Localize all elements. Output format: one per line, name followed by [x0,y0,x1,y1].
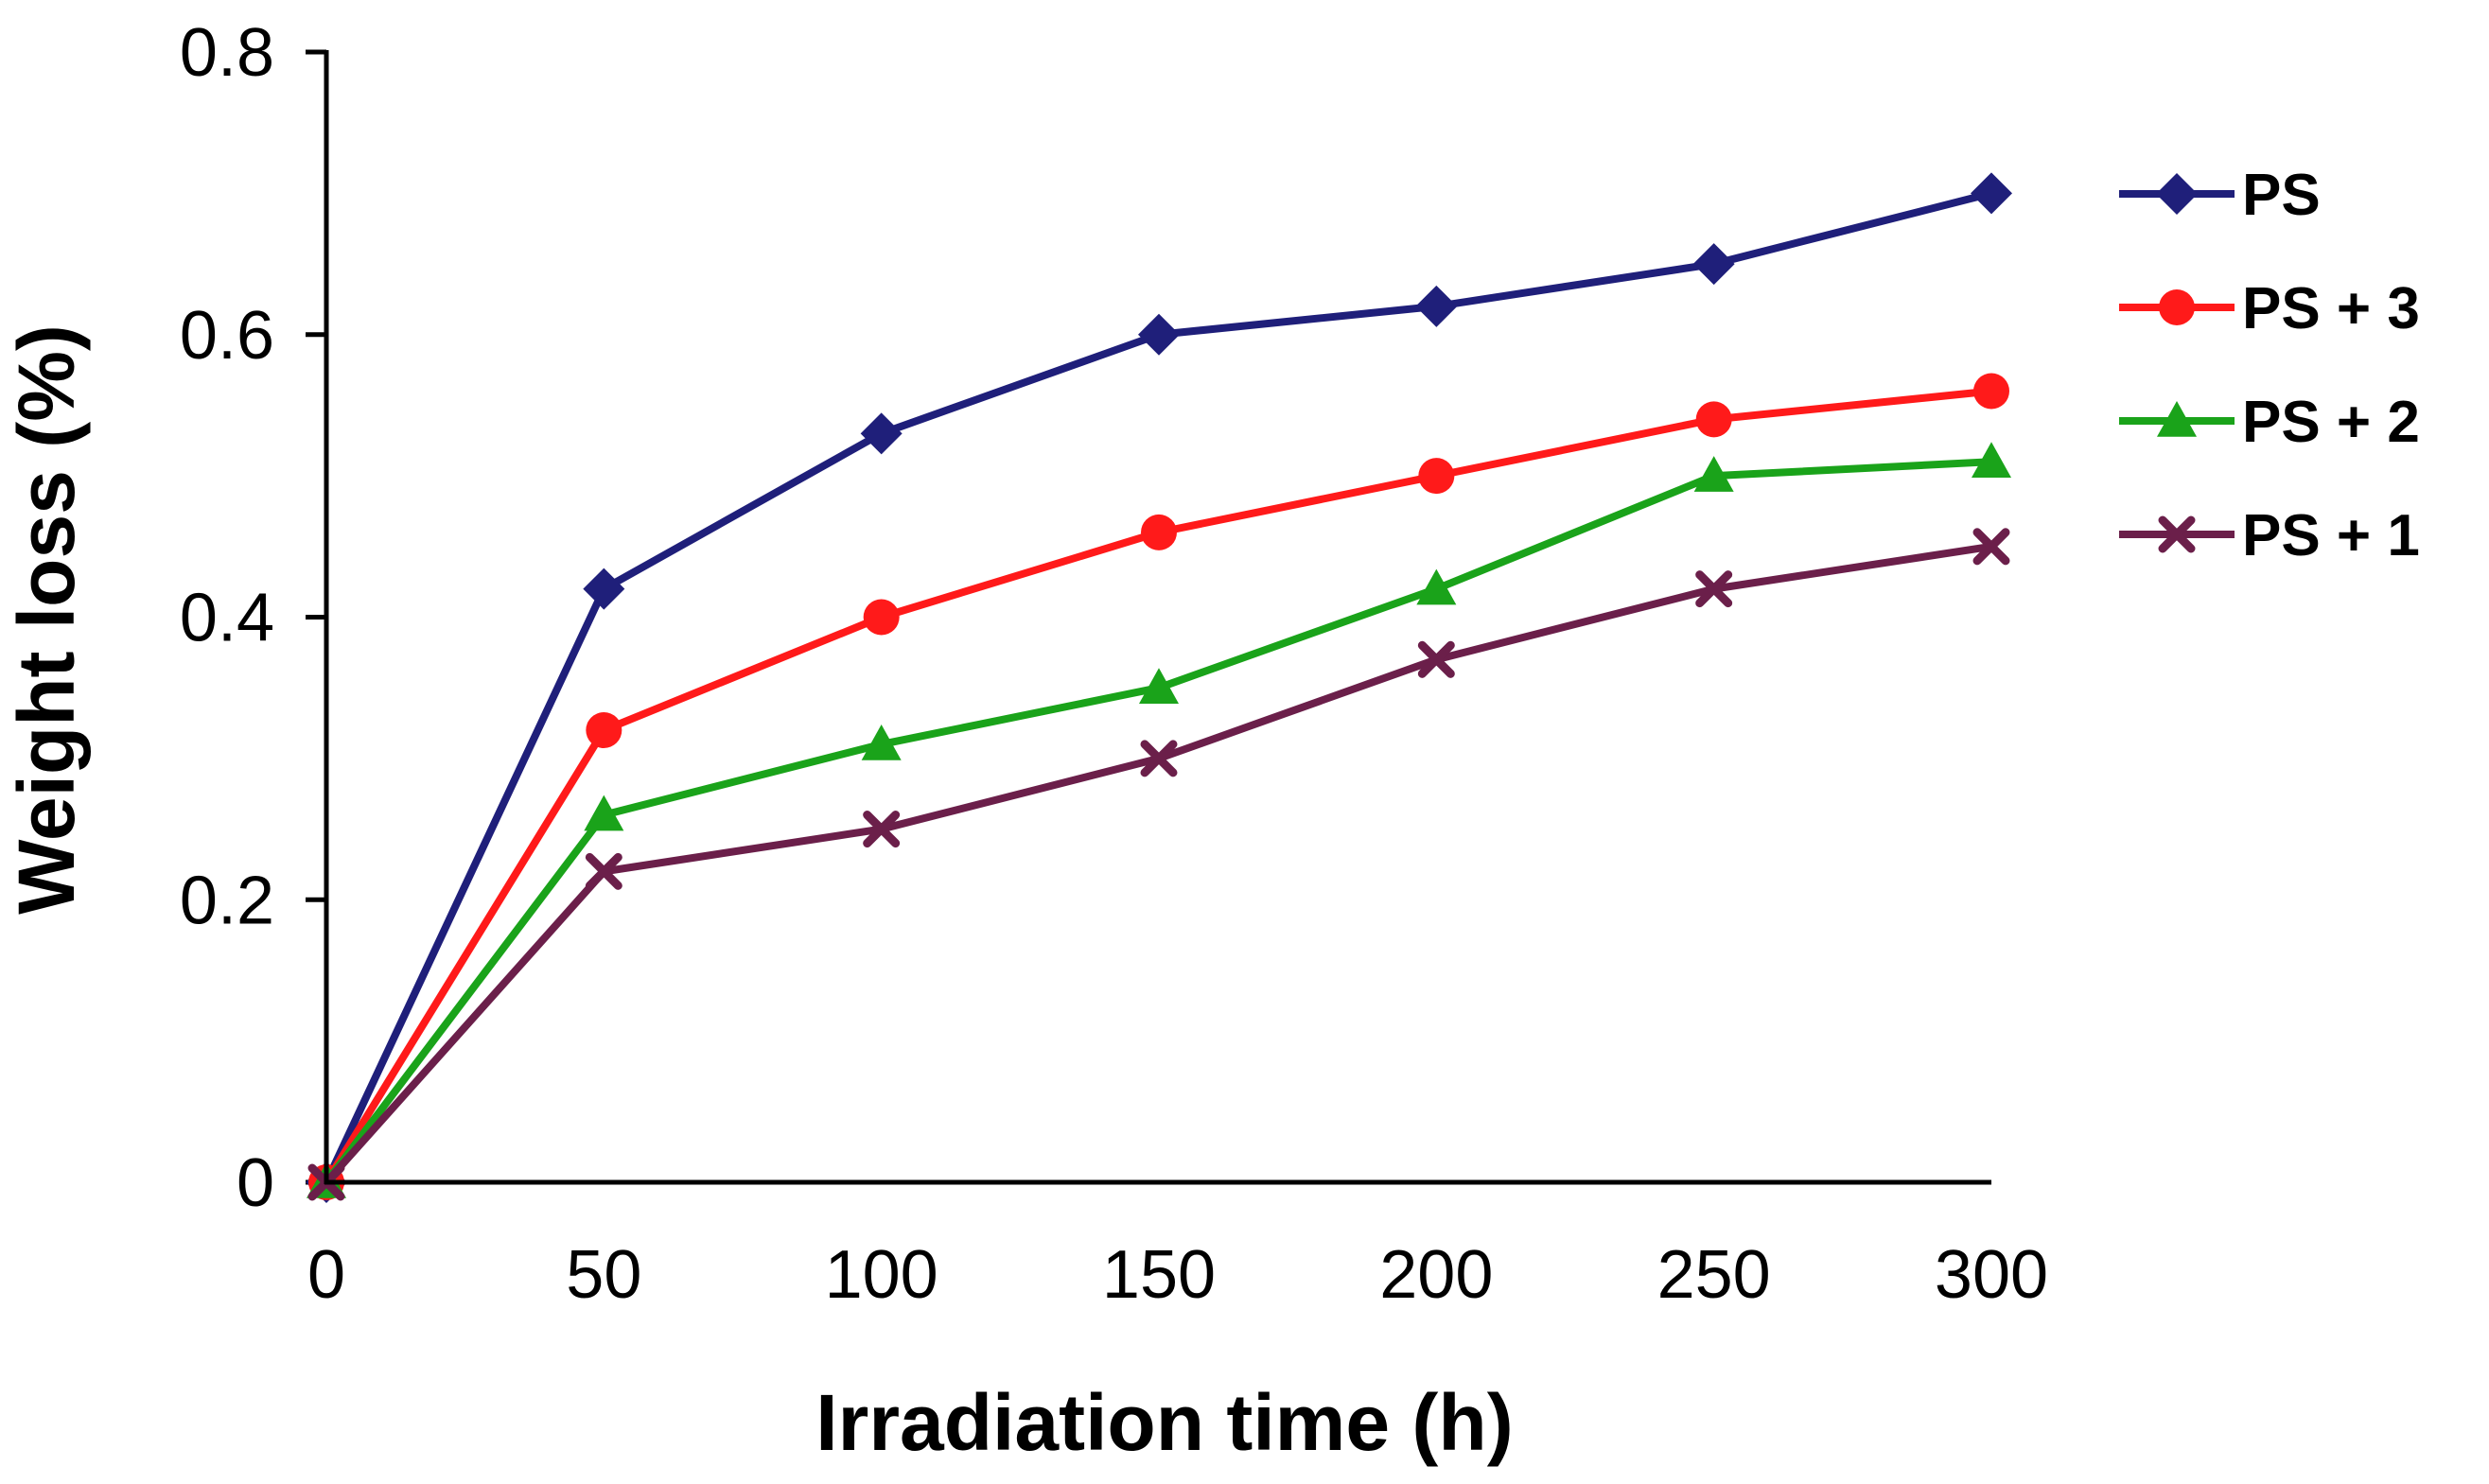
legend-entry: PS [2119,163,2321,228]
data-point [1692,243,1735,286]
data-point [1416,568,1457,605]
series-ps-plus-3 [308,373,2009,1200]
legend-label: PS + 1 [2242,503,2420,568]
data-point [1972,442,2011,478]
x-tick-label: 100 [825,1237,938,1313]
series-layer [306,172,2012,1203]
y-tick-label: 0.6 [180,298,274,374]
x-tick-label: 250 [1657,1237,1771,1313]
data-point [1971,172,2012,215]
legend-marker [2158,515,2196,553]
data-point [1141,514,1177,550]
data-point [584,794,624,831]
legend-label: PS + 3 [2242,276,2420,341]
data-point [1139,668,1179,704]
data-point [585,852,622,890]
legend: PS PS + 3 PS + 2 PS + 1 [2119,163,2420,568]
data-point [1973,373,2009,410]
y-axis-title: Weight loss (%) [2,324,91,915]
x-tick-label: 300 [1935,1237,2048,1313]
data-point [863,811,901,848]
data-point [583,567,625,610]
series-line [323,387,1992,1185]
data-point [586,712,622,748]
data-point [863,599,900,636]
legend-marker [2159,289,2195,325]
data-point [1693,456,1734,492]
series-line [323,458,1992,1185]
y-tick-label: 0.8 [180,15,274,91]
axes [324,50,1991,1185]
legend-entry: PS + 1 [2119,503,2420,568]
x-tick-label: 0 [307,1237,345,1313]
data-point [1417,640,1455,678]
series-ps-plus-2 [307,442,2011,1198]
data-point [1415,285,1458,327]
data-point [1140,740,1178,777]
legend-entry: PS + 2 [2119,390,2420,455]
legend-label: PS [2242,163,2321,228]
legend-label: PS + 2 [2242,390,2420,455]
data-point [860,412,903,455]
data-point [861,724,902,760]
data-point [1695,401,1732,438]
x-axis-title: Irradiation time (h) [815,1378,1513,1467]
legend-entry: PS + 3 [2119,276,2420,341]
y-tick-label: 0.2 [180,863,274,938]
y-tick-label: 0 [237,1145,274,1221]
x-tick-label: 200 [1379,1237,1493,1313]
data-point [1695,570,1733,608]
y-axis-ticks: 0 0.2 0.4 0.6 0.8 [180,15,326,1221]
y-tick-label: 0.4 [180,581,274,656]
series-ps [306,172,2012,1203]
x-tick-label: 50 [566,1237,641,1313]
x-tick-label: 150 [1102,1237,1216,1313]
data-point [1972,528,2010,566]
x-axis-ticks: 0 50 100 150 200 250 300 [307,1237,2048,1313]
data-point [1138,313,1180,356]
data-point [1418,458,1455,495]
legend-marker [2156,173,2198,215]
legend-marker [2157,401,2197,437]
